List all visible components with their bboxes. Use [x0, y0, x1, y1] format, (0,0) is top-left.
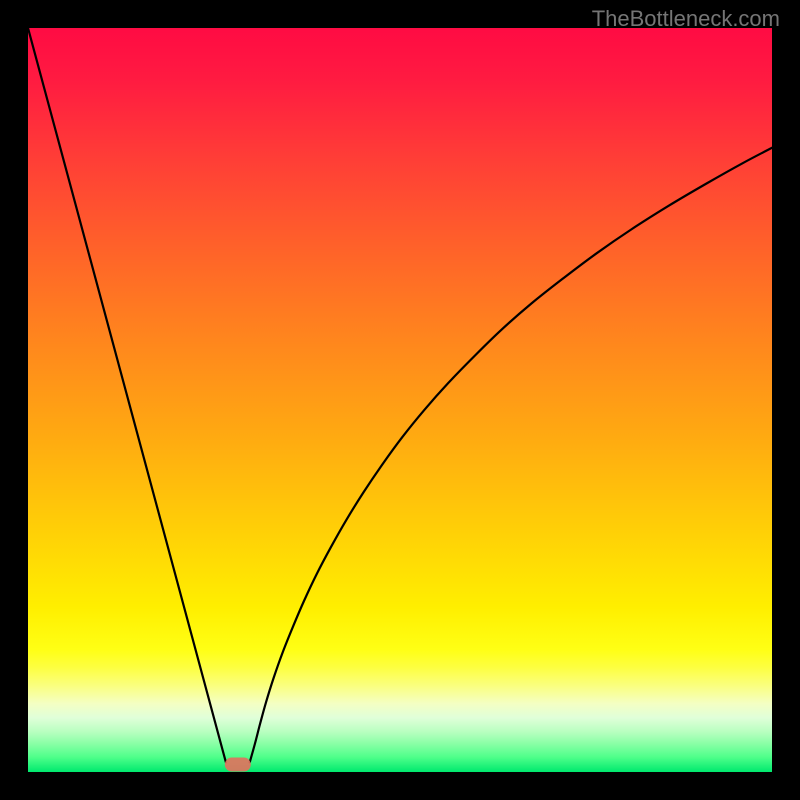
bottom-marker — [225, 758, 251, 772]
chart-svg — [28, 28, 772, 772]
gradient-background — [28, 28, 772, 772]
plot-area — [28, 28, 772, 772]
